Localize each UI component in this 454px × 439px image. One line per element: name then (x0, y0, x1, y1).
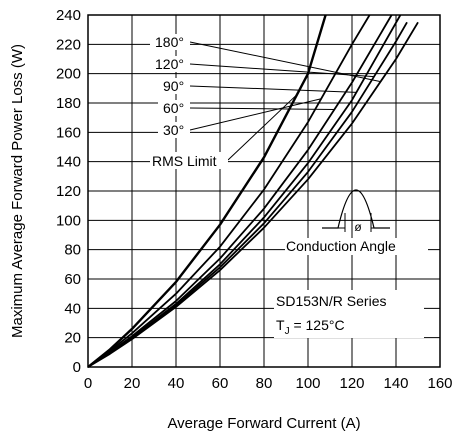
series-line-30 (87, 14, 371, 368)
x-axis-title: Average Forward Current (A) (167, 415, 360, 432)
y-tick-label: 160 (56, 124, 81, 141)
leader-line (189, 63, 375, 78)
y-tick-label: 140 (56, 154, 81, 171)
label-30: 30° (163, 122, 184, 138)
leader-line (189, 107, 335, 110)
x-tick-label: 100 (295, 375, 320, 392)
x-tick-label: 20 (124, 375, 141, 392)
x-tick-label: 0 (84, 375, 92, 392)
y-tick-label: 100 (56, 212, 81, 229)
label-180: 180° (155, 34, 184, 50)
label-rms-limit: RMS Limit (152, 153, 217, 169)
y-tick-label: 240 (56, 7, 81, 24)
y-tick-label: 180 (56, 95, 81, 112)
series-name-label: SD153N/R Series (276, 293, 387, 309)
y-tick-label: 20 (64, 330, 81, 347)
label-120: 120° (155, 56, 184, 72)
x-tick-labels: 0 20 40 60 80 100 120 140 160 (84, 375, 453, 392)
x-tick-label: 140 (383, 375, 408, 392)
label-90: 90° (163, 78, 184, 94)
y-tick-label: 40 (64, 300, 81, 317)
tj-label: TJ = 125°C (276, 317, 345, 337)
y-axis-title: Maximum Average Forward Power Loss (W) (9, 44, 26, 338)
y-tick-label: 120 (56, 183, 81, 200)
leader-lines (189, 41, 381, 161)
conduction-angle-label: Conduction Angle (286, 238, 396, 254)
label-60: 60° (163, 100, 184, 116)
series-line-rms-limit (87, 14, 327, 368)
conduction-angle-waveform: ø (322, 189, 390, 234)
y-tick-label: 200 (56, 66, 81, 83)
leader-line (227, 94, 298, 161)
x-tick-label: 80 (256, 375, 273, 392)
leader-line (189, 85, 357, 93)
y-tick-labels: 0 20 40 60 80 100 120 140 160 180 200 220 240 (56, 7, 81, 376)
x-tick-label: 160 (427, 375, 452, 392)
x-tick-label: 40 (168, 375, 185, 392)
series-line-180 (87, 21, 419, 368)
leader-line (189, 98, 322, 131)
y-tick-label: 220 (56, 36, 81, 53)
y-tick-label: 80 (64, 242, 81, 259)
y-tick-label: 60 (64, 271, 81, 288)
plot-frame (87, 14, 441, 368)
x-tick-label: 60 (212, 375, 229, 392)
curves (87, 14, 419, 368)
y-tick-label: 0 (73, 359, 81, 376)
x-tick-label: 120 (339, 375, 364, 392)
phi-symbol: ø (354, 220, 362, 234)
series-line-120 (87, 21, 408, 368)
